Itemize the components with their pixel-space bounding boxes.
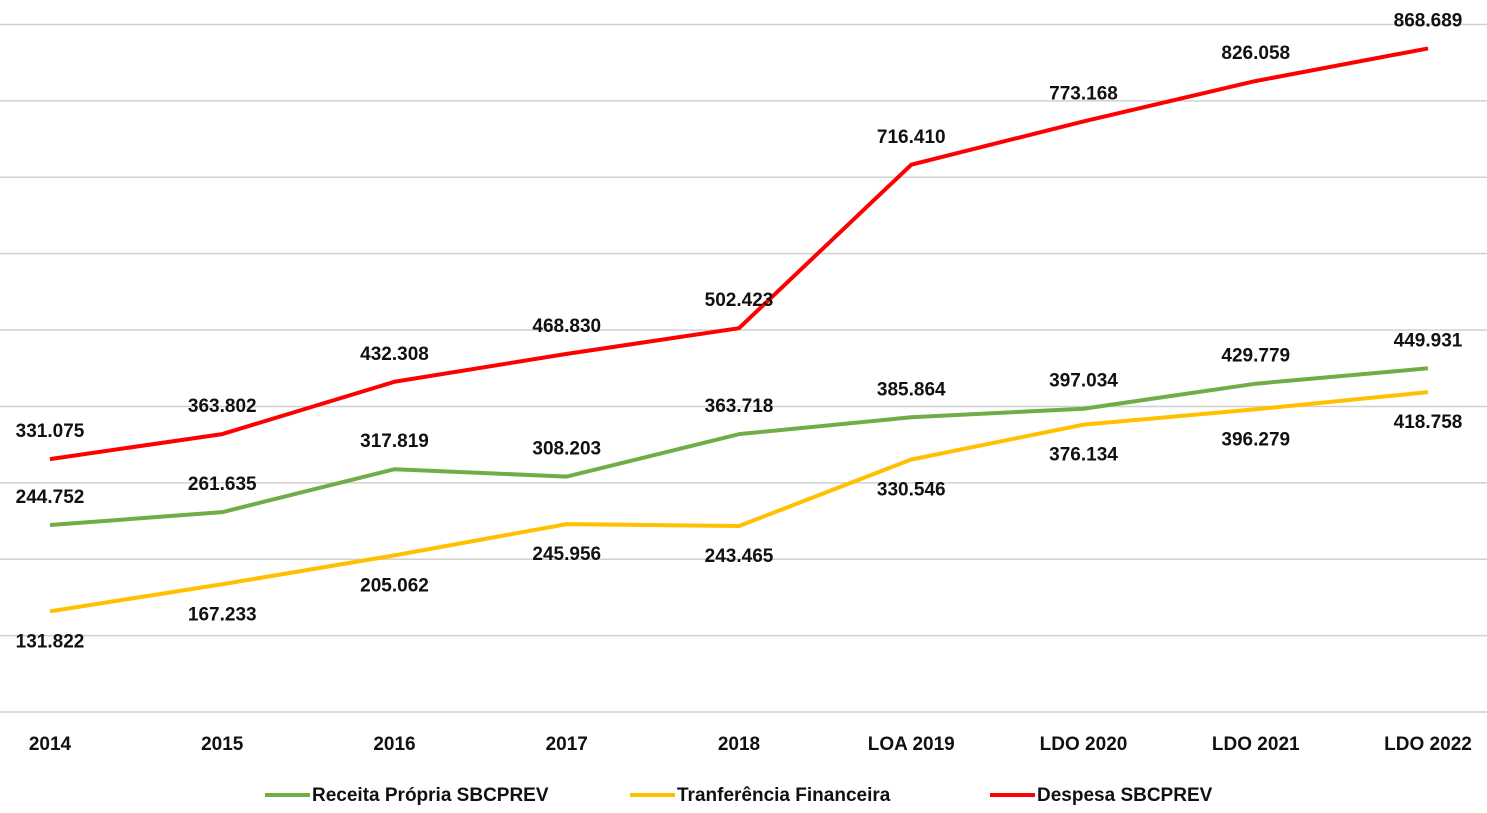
series-line [49,46,1429,462]
x-tick-label: 2014 [29,734,72,755]
data-label: 244.752 [16,487,85,508]
data-label: 868.689 [1394,10,1463,31]
legend-label: Despesa SBCPREV [1037,785,1213,806]
data-label: 363.718 [705,396,774,417]
data-label: 397.034 [1049,371,1118,392]
series-line [49,366,1429,528]
legend-label: Tranferência Financeira [677,785,891,806]
data-label: 773.168 [1049,83,1118,104]
x-tick-label: LDO 2021 [1212,734,1300,755]
x-tick-label: LOA 2019 [868,734,955,755]
x-tick-label: 2015 [201,734,244,755]
x-tick-label: 2018 [718,734,760,755]
data-label: 449.931 [1394,330,1463,351]
data-label: 429.779 [1221,346,1290,367]
data-label: 317.819 [360,431,429,452]
data-label: 245.956 [532,544,601,565]
data-label: 376.134 [1049,445,1118,466]
x-tick-label: 2016 [373,734,415,755]
data-label: 363.802 [188,396,257,417]
data-label: 331.075 [16,421,85,442]
data-label: 167.233 [188,604,257,625]
data-label: 330.546 [877,480,946,501]
x-tick-label: LDO 2020 [1040,734,1128,755]
x-tick-label: LDO 2022 [1384,734,1472,755]
data-label: 205.062 [360,575,429,596]
data-label: 418.758 [1394,412,1463,433]
legend-label: Receita Própria SBCPREV [312,785,549,806]
series-line [49,390,1429,614]
data-label: 308.203 [532,439,601,460]
data-label: 243.465 [705,546,774,567]
data-label: 826.058 [1221,43,1290,64]
data-label: 385.864 [877,379,946,400]
data-label: 131.822 [16,631,85,652]
data-label: 432.308 [360,344,429,365]
x-tick-label: 2017 [546,734,588,755]
data-label: 261.635 [188,474,257,495]
data-label: 396.279 [1221,429,1290,450]
data-label: 502.423 [705,290,774,311]
data-label: 468.830 [532,316,601,337]
data-label: 716.410 [877,127,946,148]
